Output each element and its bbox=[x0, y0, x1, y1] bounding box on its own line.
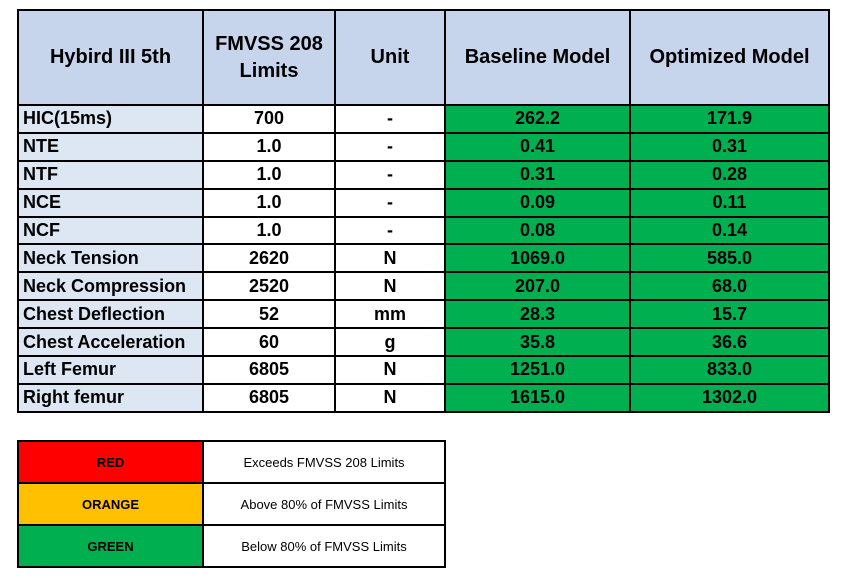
unit-cell: - bbox=[334, 131, 446, 162]
results-table: Hybird III 5th FMVSS 208 Limits Unit Bas… bbox=[17, 9, 830, 413]
limit-cell: 1.0 bbox=[202, 159, 336, 190]
unit-cell: N bbox=[334, 243, 446, 274]
limit-cell: 1.0 bbox=[202, 187, 336, 218]
unit-cell: - bbox=[334, 215, 446, 246]
optimized-cell: 171.9 bbox=[629, 104, 830, 134]
optimized-cell: 0.14 bbox=[629, 215, 830, 246]
optimized-cell: 0.28 bbox=[629, 159, 830, 190]
baseline-cell: 262.2 bbox=[444, 104, 631, 134]
param-cell: Left Femur bbox=[17, 355, 204, 385]
unit-cell: N bbox=[334, 355, 446, 385]
table-row: Neck Compression 2520 N 207.0 68.0 bbox=[17, 271, 830, 302]
table-row: Chest Deflection 52 mm 28.3 15.7 bbox=[17, 299, 830, 330]
baseline-cell: 207.0 bbox=[444, 271, 631, 302]
optimized-cell: 68.0 bbox=[629, 271, 830, 302]
table-row: Right femur 6805 N 1615.0 1302.0 bbox=[17, 382, 830, 413]
param-cell: NTE bbox=[17, 131, 204, 162]
baseline-cell: 1251.0 bbox=[444, 355, 631, 385]
unit-cell: N bbox=[334, 271, 446, 302]
table-row: Chest Acceleration 60 g 35.8 36.6 bbox=[17, 327, 830, 358]
legend-row: RED Exceeds FMVSS 208 Limits bbox=[17, 440, 446, 484]
optimized-cell: 1302.0 bbox=[629, 382, 830, 413]
header-limits: FMVSS 208 Limits bbox=[202, 9, 336, 106]
unit-cell: g bbox=[334, 327, 446, 358]
baseline-cell: 1069.0 bbox=[444, 243, 631, 274]
optimized-cell: 15.7 bbox=[629, 299, 830, 330]
table-row: NCF 1.0-0.08 0.14 bbox=[17, 215, 830, 246]
baseline-cell: 28.3 bbox=[444, 299, 631, 330]
param-cell: Neck Compression bbox=[17, 271, 204, 302]
legend-color-swatch: ORANGE bbox=[17, 482, 204, 526]
optimized-cell: 36.6 bbox=[629, 327, 830, 358]
baseline-cell: 1615.0 bbox=[444, 382, 631, 413]
baseline-cell: 0.31 bbox=[444, 159, 631, 190]
header-dummy: Hybird III 5th bbox=[17, 9, 204, 106]
unit-cell: mm bbox=[334, 299, 446, 330]
limit-cell: 1.0 bbox=[202, 215, 336, 246]
param-cell: Right femur bbox=[17, 382, 204, 413]
legend-row: ORANGE Above 80% of FMVSS Limits bbox=[17, 482, 446, 526]
optimized-cell: 0.31 bbox=[629, 131, 830, 162]
table-row: NTE 1.0-0.41 0.31 bbox=[17, 131, 830, 162]
table-row: HIC(15ms) 700-262.2 171.9 bbox=[17, 104, 830, 134]
optimized-cell: 0.11 bbox=[629, 187, 830, 218]
legend-row: GREEN Below 80% of FMVSS Limits bbox=[17, 524, 446, 568]
header-optimized: Optimized Model bbox=[629, 9, 830, 106]
header-baseline: Baseline Model bbox=[444, 9, 631, 106]
legend-description: Below 80% of FMVSS Limits bbox=[202, 524, 446, 568]
unit-cell: - bbox=[334, 159, 446, 190]
optimized-cell: 833.0 bbox=[629, 355, 830, 385]
param-cell: NCE bbox=[17, 187, 204, 218]
legend-color-swatch: RED bbox=[17, 440, 204, 484]
limit-cell: 6805 bbox=[202, 382, 336, 413]
table-row: NCE 1.0-0.09 0.11 bbox=[17, 187, 830, 218]
baseline-cell: 0.41 bbox=[444, 131, 631, 162]
table-row: Neck Tension 2620 N 1069.0 585.0 bbox=[17, 243, 830, 274]
param-cell: NTF bbox=[17, 159, 204, 190]
unit-cell: - bbox=[334, 187, 446, 218]
limit-cell: 2620 bbox=[202, 243, 336, 274]
table-body: HIC(15ms) 700-262.2 171.9 NTE 1.0-0.41 0.31 NT… bbox=[17, 104, 830, 413]
baseline-cell: 0.09 bbox=[444, 187, 631, 218]
header-unit: Unit bbox=[334, 9, 446, 106]
optimized-cell: 585.0 bbox=[629, 243, 830, 274]
legend-table: RED Exceeds FMVSS 208 Limits ORANGE Above 8… bbox=[17, 440, 446, 568]
legend-description: Exceeds FMVSS 208 Limits bbox=[202, 440, 446, 484]
param-cell: NCF bbox=[17, 215, 204, 246]
legend-description: Above 80% of FMVSS Limits bbox=[202, 482, 446, 526]
limit-cell: 1.0 bbox=[202, 131, 336, 162]
limit-cell: 52 bbox=[202, 299, 336, 330]
table-row: NTF 1.0-0.31 0.28 bbox=[17, 159, 830, 190]
table-row: Left Femur 6805 N 1251.0 833.0 bbox=[17, 355, 830, 385]
unit-cell: - bbox=[334, 104, 446, 134]
param-cell: Neck Tension bbox=[17, 243, 204, 274]
legend-color-swatch: GREEN bbox=[17, 524, 204, 568]
param-cell: Chest Deflection bbox=[17, 299, 204, 330]
header-row: Hybird III 5th FMVSS 208 Limits Unit Bas… bbox=[17, 9, 830, 106]
param-cell: HIC(15ms) bbox=[17, 104, 204, 134]
param-cell: Chest Acceleration bbox=[17, 327, 204, 358]
limit-cell: 2520 bbox=[202, 271, 336, 302]
baseline-cell: 35.8 bbox=[444, 327, 631, 358]
legend-body: RED Exceeds FMVSS 208 Limits ORANGE Above 8… bbox=[17, 440, 446, 568]
limit-cell: 6805 bbox=[202, 355, 336, 385]
limit-cell: 60 bbox=[202, 327, 336, 358]
unit-cell: N bbox=[334, 382, 446, 413]
baseline-cell: 0.08 bbox=[444, 215, 631, 246]
limit-cell: 700 bbox=[202, 104, 336, 134]
